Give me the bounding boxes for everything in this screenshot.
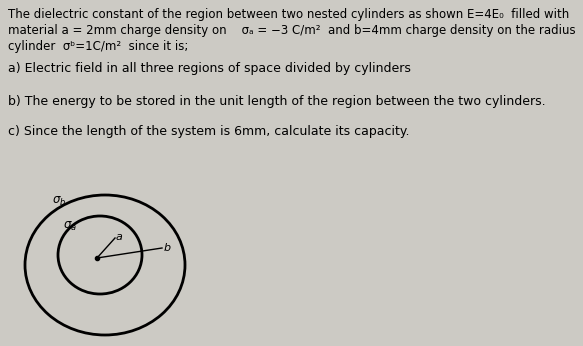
Text: material a = 2mm charge density on    σₐ = −3 C/m²  and b=4mm charge density on : material a = 2mm charge density on σₐ = … [8, 24, 575, 37]
Text: The dielectric constant of the region between two nested cylinders as shown E=4E: The dielectric constant of the region be… [8, 8, 569, 21]
Text: b) The energy to be stored in the unit length of the region between the two cyli: b) The energy to be stored in the unit l… [8, 95, 546, 108]
Text: a: a [116, 232, 123, 242]
Text: $\sigma_b$: $\sigma_b$ [52, 195, 66, 208]
Text: $\sigma_a$: $\sigma_a$ [63, 220, 77, 233]
Text: a) Electric field in all three regions of space divided by cylinders: a) Electric field in all three regions o… [8, 62, 411, 75]
Text: cylinder  σᵇ=1C/m²  since it is;: cylinder σᵇ=1C/m² since it is; [8, 40, 188, 53]
Text: c) Since the length of the system is 6mm, calculate its capacity.: c) Since the length of the system is 6mm… [8, 125, 409, 138]
Text: b: b [164, 243, 171, 253]
